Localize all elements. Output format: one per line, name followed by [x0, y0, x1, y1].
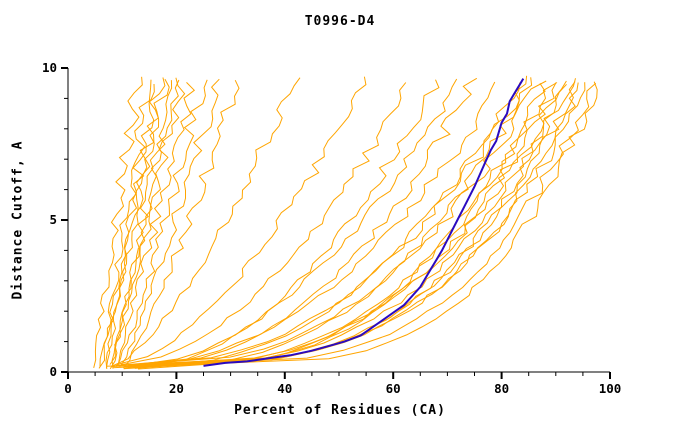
model-curve [134, 80, 547, 369]
y-tick-label: 5 [49, 212, 57, 227]
model-curve [115, 82, 521, 366]
x-tick-label: 80 [494, 381, 509, 396]
model-curve [105, 78, 170, 369]
model-curve [117, 82, 196, 367]
model-curve [121, 78, 458, 368]
model-curve [132, 83, 567, 367]
x-tick-label: 40 [277, 381, 292, 396]
model-curve [105, 77, 166, 370]
model-curve [133, 82, 597, 367]
y-tick-label: 10 [42, 60, 57, 75]
x-tick-label: 60 [386, 381, 401, 396]
model-curve [123, 82, 557, 370]
model-curve [93, 76, 143, 369]
model-curve [116, 79, 208, 368]
x-axis-label: Percent of Residues (CA) [234, 403, 446, 418]
model-curve [123, 79, 240, 369]
model-curve [111, 80, 173, 369]
model-curve [118, 78, 576, 368]
model-curve [111, 81, 496, 368]
model-curve [120, 78, 220, 365]
chart-title: T0996-D4 [304, 14, 376, 29]
model-curve [99, 83, 155, 367]
highlighted-model-curve [203, 78, 525, 367]
model-curve [131, 77, 478, 367]
model-curve [110, 77, 301, 368]
model-curve [112, 81, 576, 369]
model-curve [122, 82, 586, 366]
model-curve [109, 79, 180, 370]
model-curve [116, 76, 367, 366]
x-tick-label: 100 [599, 381, 622, 396]
model-curve [109, 77, 186, 365]
model-curve [120, 82, 407, 366]
model-curve [142, 81, 598, 368]
y-tick-label: 0 [49, 364, 57, 379]
model-curve [106, 82, 579, 367]
model-curve [123, 75, 528, 369]
model-curve [133, 79, 440, 369]
x-tick-label: 0 [64, 381, 72, 396]
x-tick-label: 20 [169, 381, 184, 396]
